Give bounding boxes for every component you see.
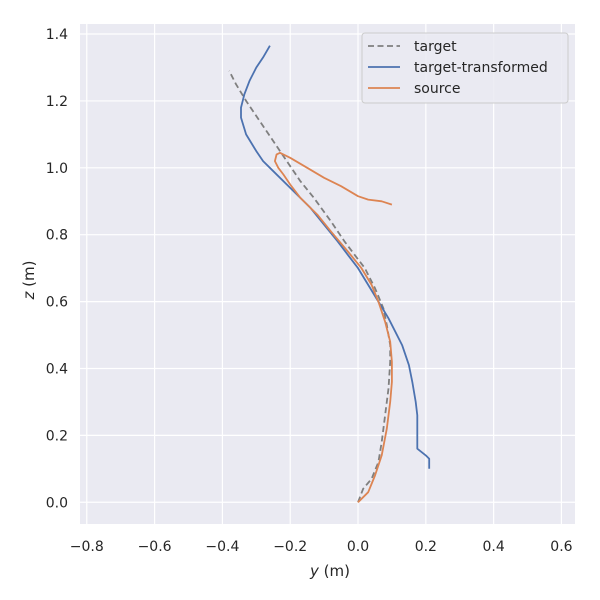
legend: target target-transformed source: [361, 32, 569, 104]
series-lines: [228, 45, 431, 503]
series-line-target: [228, 70, 392, 503]
legend-label-target-transformed: target-transformed: [414, 60, 548, 76]
y-tick-label: 0.2: [46, 428, 68, 444]
y-tick-label: 1.4: [46, 27, 68, 43]
x-tick-label: 0.4: [482, 539, 504, 555]
y-tick-label: 0.8: [46, 228, 68, 244]
y-tick-label: 0.0: [46, 495, 68, 511]
x-tick-label: 0.2: [415, 539, 437, 555]
y-tick-label: 0.6: [46, 295, 68, 311]
series-line-source: [273, 151, 393, 503]
series-line-target-transformed: [240, 45, 431, 469]
y-tick-labels: 0.0 0.2 0.4 0.6 0.8 1.0 1.2 1.4: [46, 27, 68, 511]
y-tick-label: 1.2: [46, 94, 68, 110]
legend-label-source: source: [414, 81, 461, 97]
plot-background: [80, 24, 575, 524]
grid: [80, 24, 575, 524]
legend-label-target: target: [414, 39, 457, 55]
x-tick-label: 0.6: [550, 539, 572, 555]
x-tick-labels: −0.8 −0.6 −0.4 −0.2 0.0 0.2 0.4 0.6: [70, 539, 573, 555]
x-axis-label: y (m): [309, 562, 350, 580]
x-tick-label: −0.6: [138, 539, 172, 555]
y-tick-label: 0.4: [46, 361, 68, 377]
x-tick-label: 0.0: [347, 539, 369, 555]
x-tick-label: −0.4: [205, 539, 239, 555]
x-tick-label: −0.2: [273, 539, 307, 555]
legend-box: [361, 32, 569, 104]
y-axis-label: z (m): [20, 261, 38, 301]
x-tick-label: −0.8: [70, 539, 104, 555]
y-tick-label: 1.0: [46, 161, 68, 177]
